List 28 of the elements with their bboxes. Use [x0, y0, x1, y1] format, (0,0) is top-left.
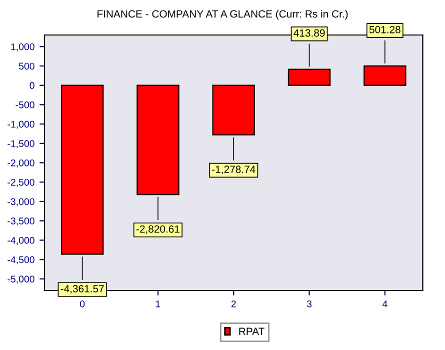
y-tick-label: -500 — [16, 101, 34, 108]
x-tick-label: 0 — [80, 300, 85, 308]
y-tick-label: -5,000 — [8, 276, 34, 284]
data-label: -4,361.57 — [60, 285, 104, 294]
y-tick-label: 500 — [18, 62, 34, 70]
data-label: 413.89 — [294, 29, 325, 37]
x-tick-label: 2 — [231, 300, 236, 308]
x-tick-label: 4 — [382, 300, 388, 308]
data-label: -2,820.61 — [136, 225, 180, 234]
y-tick-label: -2,000 — [8, 159, 34, 168]
legend-label: RPAT — [239, 328, 264, 335]
y-tick-label: 0 — [30, 82, 34, 89]
chart-title: FINANCE - COMPANY AT A GLANCE (Curr: Rs in Cr.) — [98, 10, 348, 20]
data-label: 501.28 — [369, 26, 400, 34]
y-tick-label: 1,000 — [11, 43, 34, 52]
bar — [136, 84, 180, 196]
y-tick-label: -4,500 — [8, 256, 34, 264]
data-label: -1,278.74 — [212, 166, 256, 174]
y-tick-label: -3,000 — [8, 198, 34, 206]
y-tick-label: -1,000 — [8, 120, 34, 129]
y-tick-label: -2,500 — [8, 178, 34, 187]
x-tick-label: 1 — [156, 300, 160, 308]
y-tick-label: -4,000 — [8, 236, 34, 245]
x-tick-label: 3 — [306, 300, 312, 308]
y-tick-label: -1,500 — [8, 140, 34, 148]
y-tick-label: -3,500 — [8, 218, 34, 226]
bar — [364, 65, 406, 86]
bar — [60, 84, 104, 255]
